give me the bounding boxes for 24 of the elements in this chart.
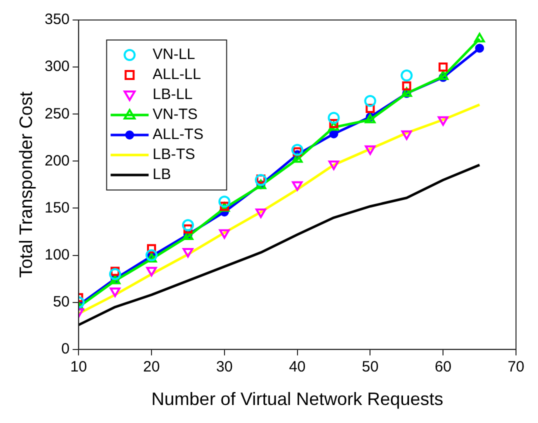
y-tick-label: 0 (61, 340, 70, 358)
legend-label: ALL-TS (152, 126, 204, 144)
x-tick-label: 10 (70, 358, 87, 376)
legend-label: LB-TS (152, 146, 196, 164)
y-tick-label: 350 (44, 11, 70, 28)
legend-label: LB-LL (152, 86, 193, 104)
y-tick-label: 250 (44, 105, 70, 122)
y-axis-title: Total Transponder Cost (16, 92, 36, 278)
y-tick-label: 100 (44, 246, 70, 264)
x-tick-label: 40 (288, 358, 306, 376)
x-tick-label: 20 (143, 358, 160, 376)
y-tick-label: 50 (52, 293, 70, 310)
x-axis-title: Number of Virtual Network Requests (151, 389, 444, 410)
legend-label: VN-TS (152, 106, 198, 124)
x-tick-label: 50 (362, 358, 379, 376)
x-tick-label: 70 (508, 358, 524, 376)
legend-label: ALL-LL (152, 66, 201, 84)
x-tick-label: 30 (216, 358, 233, 376)
y-tick-label: 200 (44, 152, 70, 170)
legend-label: VN-LL (152, 46, 196, 64)
y-tick-label: 150 (44, 199, 70, 216)
x-tick-label: 60 (434, 358, 452, 376)
legend-label: LB (152, 166, 171, 184)
y-tick-label: 300 (44, 58, 70, 76)
